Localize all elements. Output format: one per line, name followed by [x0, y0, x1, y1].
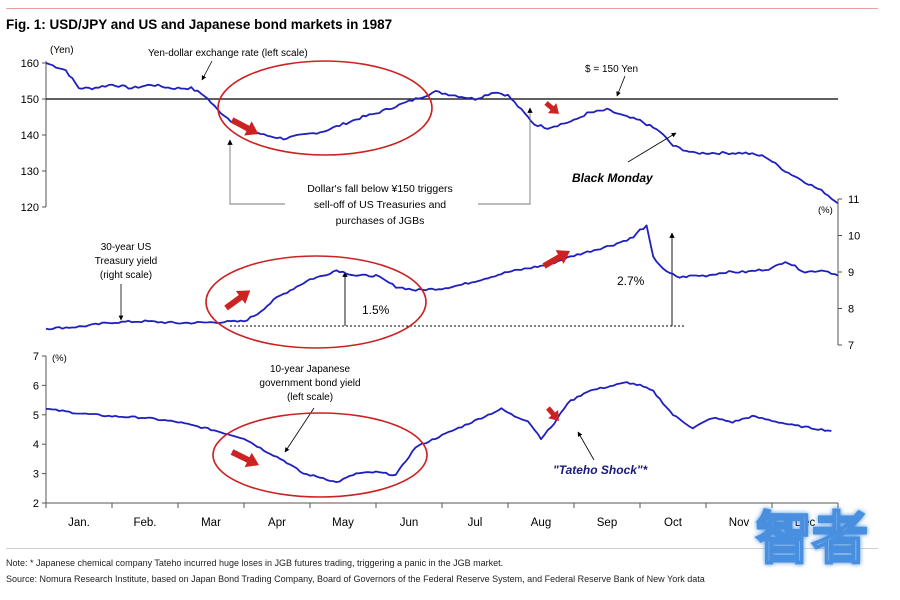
ust-label-1: 30-year US: [101, 242, 152, 253]
usdjpy-line: [45, 62, 839, 205]
y-tick-label: 11: [848, 194, 859, 206]
tateho-shock-pointer: [577, 431, 595, 461]
usdjpy-unit-label: (Yen): [50, 45, 74, 56]
y-tick-label: 130: [21, 166, 39, 178]
ust-label-3: (right scale): [100, 270, 152, 281]
y-tick-label: 120: [21, 202, 39, 214]
jgb-y-ticks: 2 3 4 5 6 7: [33, 351, 46, 510]
y-tick-label: 8: [848, 304, 854, 316]
jgb-highlight-ellipse: [212, 412, 428, 498]
red-arrows: [224, 101, 570, 468]
ust-line: [45, 224, 839, 331]
usdjpy-highlight-ellipse: [217, 60, 433, 156]
y-tick-label: 150: [21, 94, 39, 106]
y-tick-label: 160: [21, 58, 39, 70]
y-tick-label: 3: [33, 469, 39, 481]
y-tick-label: 7: [33, 351, 39, 363]
x-tick-label: Feb.: [133, 517, 156, 529]
x-tick-label: Oct: [664, 517, 683, 529]
x-tick-label: Jan.: [68, 517, 90, 529]
ust-panel: 7 8 9 10 11 (%) 30-year US Treasury yield (r…: [45, 194, 860, 352]
x-tick-label: Aug: [531, 517, 551, 529]
source-line: Source: Nomura Research Institute, based…: [6, 574, 705, 584]
y-tick-label: 7: [848, 340, 854, 352]
black-monday-label: Black Monday: [572, 171, 654, 185]
dollar-fall-connector-left: [227, 139, 285, 205]
usdjpy-label-pointer: [201, 60, 213, 81]
y-tick-label: 140: [21, 130, 39, 142]
x-tick-label: May: [332, 517, 354, 529]
usdjpy-series-label: Yen-dollar exchange rate (left scale): [148, 48, 308, 59]
red-arrow-usdjpy-1: [230, 117, 259, 136]
title-rule: [6, 8, 878, 9]
ust-y-ticks: 7 8 9 10 11: [838, 194, 860, 352]
x-tick-label: Nov: [729, 517, 750, 529]
month-ticks: Jan. Feb. Mar Apr May Jun Jul Aug Sep Oct Nov Dec: [45, 503, 839, 529]
dollar-fall-text-2: sell-off of US Treasuries and: [314, 199, 446, 211]
y-tick-label: 2: [33, 498, 39, 510]
red-arrow-ust-2: [542, 250, 570, 269]
jgb-unit-label: (%): [52, 353, 67, 364]
x-tick-label: Jun: [400, 517, 419, 529]
jgb-line: [45, 381, 832, 483]
watermark-logo: 智者: [755, 506, 869, 573]
x-tick-label: Mar: [201, 517, 221, 529]
red-arrow-usdjpy-2: [544, 101, 560, 114]
figure-title: Fig. 1: USD/JPY and US and Japanese bond…: [6, 17, 393, 32]
ust-rise-1-label: 1.5%: [362, 303, 390, 317]
jgb-label-pointer: [284, 407, 315, 453]
dollar-fall-connector-right: [478, 107, 533, 205]
y-tick-label: 9: [848, 267, 854, 279]
usdjpy-y-ticks: 120 130 140 150 160: [21, 58, 46, 214]
dollar-fall-text-3: purchases of JGBs: [336, 215, 425, 227]
red-arrow-jgb-2: [546, 406, 559, 422]
jgb-label-3: (left scale): [287, 392, 333, 403]
dollar-fall-annotation: Dollar's fall below ¥150 triggers sell-o…: [227, 107, 533, 227]
tateho-shock-label: "Tateho Shock"*: [553, 463, 649, 477]
x-tick-label: Jul: [468, 517, 483, 529]
x-tick-label: Apr: [268, 517, 286, 529]
150-yen-pointer: [616, 75, 626, 97]
ust-rise-2-label: 2.7%: [617, 274, 645, 288]
red-arrow-ust-1: [224, 290, 251, 311]
150-yen-label: $ = 150 Yen: [585, 64, 638, 75]
jgb-panel: 2 3 4 5 6 7 Jan. Feb. Mar Apr May Jun Jul Aug Sep Oct N…: [33, 351, 839, 529]
footer-rule: [6, 548, 878, 549]
usdjpy-panel: 120 130 140 150 160 (Yen) $ = 150 Yen Yen-do…: [21, 45, 839, 227]
dollar-fall-text-1: Dollar's fall below ¥150 triggers: [307, 183, 453, 195]
x-tick-label: Dec: [795, 517, 816, 529]
jgb-label-2: government bond yield: [259, 378, 360, 389]
ust-highlight-ellipse: [205, 255, 427, 349]
ust-label-2: Treasury yield: [95, 256, 157, 267]
y-tick-label: 4: [33, 439, 39, 451]
y-tick-label: 5: [33, 410, 39, 422]
jgb-label-1: 10-year Japanese: [270, 364, 350, 375]
x-tick-label: Sep: [597, 517, 617, 529]
ust-unit-label: (%): [818, 205, 833, 216]
red-arrow-jgb-1: [230, 449, 259, 468]
y-tick-label: 10: [848, 231, 860, 243]
y-tick-label: 6: [33, 380, 39, 392]
footnote: Note: * Japanese chemical company Tateho…: [6, 558, 504, 568]
black-monday-pointer: [627, 132, 677, 163]
watermark-text: 智者: [756, 507, 868, 572]
